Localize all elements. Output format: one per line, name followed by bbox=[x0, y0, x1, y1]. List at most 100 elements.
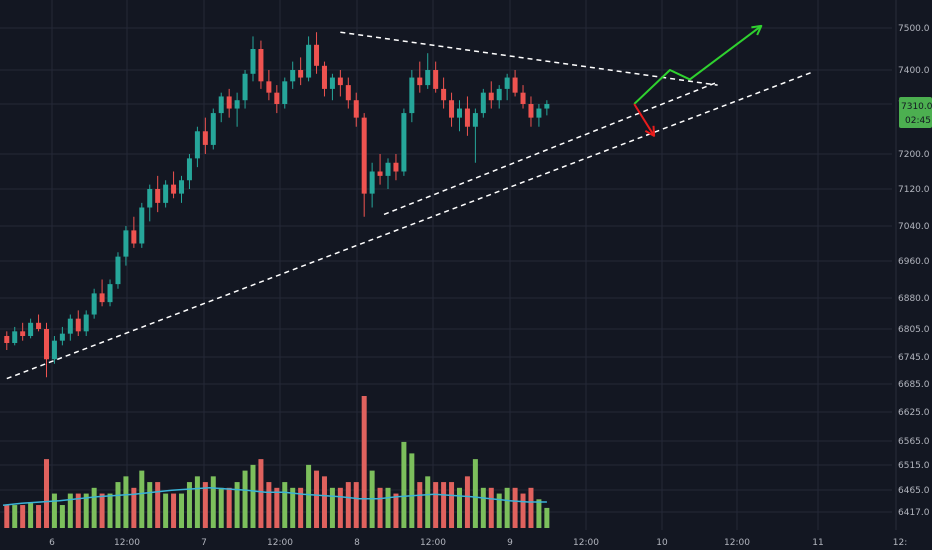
time-tick-label: 12:00 bbox=[267, 538, 293, 548]
volume-bar-11 bbox=[91, 487, 97, 528]
candle-body-52 bbox=[417, 77, 423, 86]
volume-bar-44 bbox=[353, 482, 359, 528]
candle-body-41 bbox=[329, 77, 335, 89]
projection-arrowhead-0 bbox=[751, 24, 763, 36]
volume-bar-67 bbox=[536, 499, 542, 528]
candle-body-66 bbox=[528, 104, 534, 118]
volume-bar-64 bbox=[512, 487, 518, 528]
volume-bar-58 bbox=[464, 476, 470, 528]
volume-bar-29 bbox=[234, 482, 240, 528]
candle-body-21 bbox=[171, 184, 177, 194]
volume-bar-50 bbox=[401, 441, 407, 528]
candle-body-24 bbox=[194, 131, 200, 159]
candle-body-64 bbox=[512, 77, 518, 93]
volume-bar-13 bbox=[107, 493, 113, 528]
candle-body-10 bbox=[83, 314, 89, 332]
candle-body-15 bbox=[123, 230, 129, 257]
volume-bar-22 bbox=[179, 493, 185, 528]
time-axis[interactable]: 6 12:00 7 12:00 8 12:00 9 12:00 10 12:00 11 12: bbox=[49, 538, 907, 548]
candle-body-35 bbox=[282, 81, 288, 104]
volume-bar-59 bbox=[472, 459, 478, 528]
price-tick-label: 6805.0 bbox=[898, 325, 930, 335]
candle-body-46 bbox=[369, 171, 375, 194]
candle-body-58 bbox=[464, 108, 470, 127]
time-tick-label: 10 bbox=[656, 538, 668, 548]
volume-bar-15 bbox=[123, 476, 129, 528]
price-axis-panel[interactable] bbox=[896, 0, 932, 550]
candle-body-54 bbox=[433, 70, 439, 89]
candle-body-55 bbox=[441, 88, 447, 101]
volume-bar-65 bbox=[520, 493, 526, 528]
volume-bar-51 bbox=[409, 453, 415, 528]
candle-body-7 bbox=[59, 333, 65, 341]
candle-body-67 bbox=[536, 108, 542, 118]
volume-bar-55 bbox=[441, 482, 447, 528]
volume-bar-37 bbox=[298, 487, 304, 528]
projection-arrow-1 bbox=[633, 103, 655, 137]
candle-body-3 bbox=[28, 322, 34, 336]
price-tick-label: 6625.0 bbox=[898, 408, 930, 418]
volume-bar-21 bbox=[171, 493, 177, 528]
volume-bar-3 bbox=[28, 502, 34, 528]
candle-body-6 bbox=[51, 340, 57, 360]
candle-body-20 bbox=[163, 184, 169, 203]
volume-bar-43 bbox=[345, 482, 351, 528]
volume-bar-48 bbox=[385, 487, 391, 528]
volume-bar-40 bbox=[321, 476, 327, 528]
last-price-value: 7310.0 bbox=[901, 102, 932, 112]
trendline-2 bbox=[340, 31, 718, 86]
candle-body-9 bbox=[75, 318, 81, 332]
volume-bar-54 bbox=[433, 482, 439, 528]
volume-bar-32 bbox=[258, 459, 264, 528]
candle-body-39 bbox=[314, 44, 320, 66]
volume-bar-38 bbox=[306, 464, 312, 528]
projection-arrows[interactable] bbox=[633, 24, 763, 137]
candle-body-8 bbox=[67, 318, 73, 334]
candle-body-23 bbox=[186, 158, 192, 181]
candle-body-27 bbox=[218, 96, 224, 114]
candle-body-38 bbox=[306, 44, 312, 78]
volume-bar-9 bbox=[75, 493, 81, 528]
volume-bar-68 bbox=[544, 507, 550, 528]
candle-body-60 bbox=[480, 92, 486, 114]
candle-body-62 bbox=[496, 88, 502, 101]
volume-bar-4 bbox=[36, 505, 42, 528]
volume-bar-18 bbox=[147, 482, 153, 528]
volume-bar-24 bbox=[194, 476, 200, 528]
volume-bar-14 bbox=[115, 482, 121, 528]
candle-body-32 bbox=[258, 49, 264, 82]
candle-body-44 bbox=[353, 100, 359, 118]
volume-bar-17 bbox=[139, 470, 145, 528]
candle-body-61 bbox=[488, 92, 494, 101]
volume-bar-20 bbox=[163, 493, 169, 528]
candle-body-65 bbox=[520, 92, 526, 104]
time-tick-label: 8 bbox=[354, 538, 360, 548]
candle-body-56 bbox=[449, 100, 455, 118]
volume-bar-61 bbox=[488, 487, 494, 528]
volume-bar-10 bbox=[83, 493, 89, 528]
candle-body-63 bbox=[504, 77, 510, 89]
candle-body-11 bbox=[91, 293, 97, 315]
candle-body-43 bbox=[345, 85, 351, 101]
projection-arrowhead-1 bbox=[644, 125, 656, 137]
candle-body-0 bbox=[4, 336, 10, 343]
candle-body-19 bbox=[155, 189, 161, 203]
volume-bar-62 bbox=[496, 493, 502, 528]
candle-body-2 bbox=[20, 331, 26, 336]
volume-bar-60 bbox=[480, 487, 486, 528]
last-price-badge-bg bbox=[899, 97, 932, 128]
candle-body-59 bbox=[472, 113, 478, 127]
volume-bar-26 bbox=[210, 476, 216, 528]
volume-bar-8 bbox=[67, 493, 73, 528]
candle-body-18 bbox=[147, 189, 153, 208]
candle-body-37 bbox=[298, 70, 304, 78]
price-tick-label: 6745.0 bbox=[898, 353, 930, 363]
candle-body-42 bbox=[337, 77, 343, 86]
candle-body-5 bbox=[43, 329, 49, 360]
trendlines[interactable] bbox=[6, 31, 814, 380]
price-tick-label: 6515.0 bbox=[898, 461, 930, 471]
price-tick-label: 6417.0 bbox=[898, 508, 930, 518]
price-tick-label: 7120.0 bbox=[898, 185, 930, 195]
